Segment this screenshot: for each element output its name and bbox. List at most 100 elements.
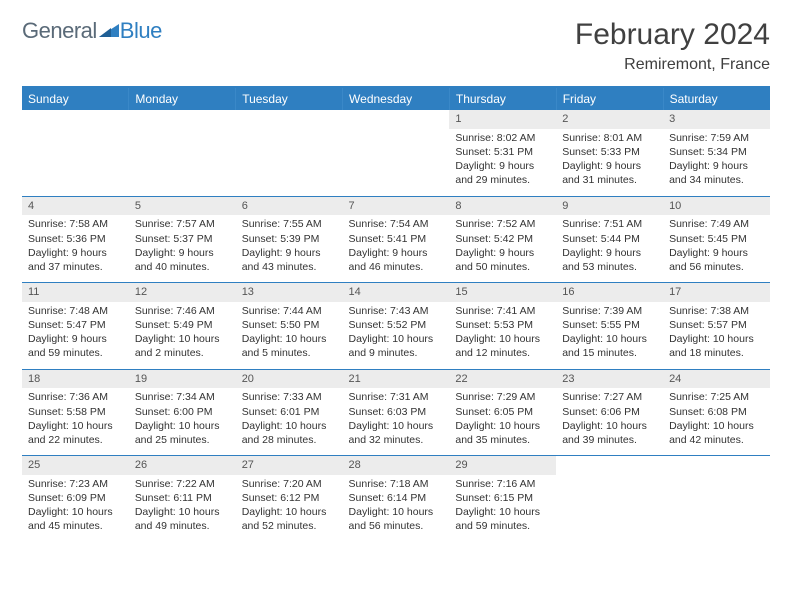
sunset-text: Sunset: 6:05 PM [455, 405, 550, 419]
day-number: 29 [449, 456, 556, 475]
page-subtitle: Remiremont, France [575, 56, 770, 74]
daylight-text: Daylight: 10 hours and 28 minutes. [242, 419, 337, 447]
day-number: 6 [236, 197, 343, 216]
day-details: Sunrise: 7:31 AMSunset: 6:03 PMDaylight:… [343, 390, 450, 447]
day-number: 23 [556, 370, 663, 389]
sunrise-text: Sunrise: 7:57 AM [135, 217, 230, 231]
sunset-text: Sunset: 6:11 PM [135, 491, 230, 505]
calendar-day-cell: 11 Sunrise: 7:48 AMSunset: 5:47 PMDayligh… [22, 283, 129, 370]
logo-text-general: General [22, 18, 97, 44]
daylight-text: Daylight: 10 hours and 52 minutes. [242, 505, 337, 533]
day-header: Monday [129, 87, 236, 110]
sunrise-text: Sunrise: 7:36 AM [28, 390, 123, 404]
day-details: Sunrise: 7:38 AMSunset: 5:57 PMDaylight:… [663, 304, 770, 361]
logo-mark-icon [99, 18, 119, 44]
day-number: 2 [556, 110, 663, 129]
calendar-day-cell: 20Sunrise: 7:33 AMSunset: 6:01 PMDayligh… [236, 369, 343, 456]
daylight-text: Daylight: 10 hours and 49 minutes. [135, 505, 230, 533]
sunrise-text: Sunrise: 7:27 AM [562, 390, 657, 404]
daylight-text: Daylight: 9 hours and 37 minutes. [28, 246, 123, 274]
sunset-text: Sunset: 5:50 PM [242, 318, 337, 332]
sunrise-text: Sunrise: 7:38 AM [669, 304, 764, 318]
sunset-text: Sunset: 5:44 PM [562, 232, 657, 246]
sunrise-text: Sunrise: 7:43 AM [349, 304, 444, 318]
daylight-text: Daylight: 9 hours and 29 minutes. [455, 159, 550, 187]
daylight-text: Daylight: 9 hours and 46 minutes. [349, 246, 444, 274]
sunset-text: Sunset: 5:58 PM [28, 405, 123, 419]
day-number: 9 [556, 197, 663, 216]
daylight-text: Daylight: 10 hours and 59 minutes. [455, 505, 550, 533]
header: General Blue February 2024 Remiremont, F… [22, 18, 770, 74]
sunrise-text: Sunrise: 7:39 AM [562, 304, 657, 318]
day-details: Sunrise: 7:20 AMSunset: 6:12 PMDaylight:… [236, 477, 343, 534]
daylight-text: Daylight: 9 hours and 31 minutes. [562, 159, 657, 187]
day-details: Sunrise: 7:43 AMSunset: 5:52 PMDaylight:… [343, 304, 450, 361]
day-details: Sunrise: 7:33 AMSunset: 6:01 PMDaylight:… [236, 390, 343, 447]
calendar-day-cell: 12Sunrise: 7:46 AMSunset: 5:49 PMDayligh… [129, 283, 236, 370]
sunrise-text: Sunrise: 7:46 AM [135, 304, 230, 318]
day-number: 25 [22, 456, 129, 475]
day-details: Sunrise: 7:22 AMSunset: 6:11 PMDaylight:… [129, 477, 236, 534]
daylight-text: Daylight: 10 hours and 18 minutes. [669, 332, 764, 360]
sunset-text: Sunset: 5:33 PM [562, 145, 657, 159]
day-header: Wednesday [343, 87, 450, 110]
daylight-text: Daylight: 9 hours and 50 minutes. [455, 246, 550, 274]
sunset-text: Sunset: 6:01 PM [242, 405, 337, 419]
calendar-day-cell: 4Sunrise: 7:58 AMSunset: 5:36 PMDaylight… [22, 196, 129, 283]
day-number: 21 [343, 370, 450, 389]
day-number: 14 [343, 283, 450, 302]
daylight-text: Daylight: 9 hours and 40 minutes. [135, 246, 230, 274]
calendar-day-cell: 29Sunrise: 7:16 AMSunset: 6:15 PMDayligh… [449, 456, 556, 542]
calendar-week: 18Sunrise: 7:36 AMSunset: 5:58 PMDayligh… [22, 369, 770, 456]
daylight-text: Daylight: 9 hours and 59 minutes. [28, 332, 123, 360]
sunrise-text: Sunrise: 7:18 AM [349, 477, 444, 491]
calendar-day-cell: 22Sunrise: 7:29 AMSunset: 6:05 PMDayligh… [449, 369, 556, 456]
day-details: Sunrise: 7:57 AMSunset: 5:37 PMDaylight:… [129, 217, 236, 274]
day-details: Sunrise: 7:59 AMSunset: 5:34 PMDaylight:… [663, 131, 770, 188]
calendar-day-cell: 3 Sunrise: 7:59 AMSunset: 5:34 PMDaylight… [663, 110, 770, 196]
sunset-text: Sunset: 5:49 PM [135, 318, 230, 332]
day-details: Sunrise: 7:46 AMSunset: 5:49 PMDaylight:… [129, 304, 236, 361]
day-details: Sunrise: 7:58 AMSunset: 5:36 PMDaylight:… [22, 217, 129, 274]
day-number: 26 [129, 456, 236, 475]
calendar-day-cell: 23Sunrise: 7:27 AMSunset: 6:06 PMDayligh… [556, 369, 663, 456]
day-details: Sunrise: 7:41 AMSunset: 5:53 PMDaylight:… [449, 304, 556, 361]
daylight-text: Daylight: 9 hours and 43 minutes. [242, 246, 337, 274]
day-details: Sunrise: 7:48 AMSunset: 5:47 PMDaylight:… [22, 304, 129, 361]
sunset-text: Sunset: 5:53 PM [455, 318, 550, 332]
calendar-day-cell: 21Sunrise: 7:31 AMSunset: 6:03 PMDayligh… [343, 369, 450, 456]
calendar-day-cell: 16Sunrise: 7:39 AMSunset: 5:55 PMDayligh… [556, 283, 663, 370]
day-number: 11 [22, 283, 129, 302]
calendar-day-cell: 10Sunrise: 7:49 AMSunset: 5:45 PMDayligh… [663, 196, 770, 283]
sunset-text: Sunset: 5:45 PM [669, 232, 764, 246]
sunrise-text: Sunrise: 7:20 AM [242, 477, 337, 491]
logo-text-blue: Blue [120, 18, 162, 44]
sunset-text: Sunset: 5:47 PM [28, 318, 123, 332]
daylight-text: Daylight: 10 hours and 32 minutes. [349, 419, 444, 447]
sunrise-text: Sunrise: 7:22 AM [135, 477, 230, 491]
day-number: 16 [556, 283, 663, 302]
sunset-text: Sunset: 5:31 PM [455, 145, 550, 159]
day-number: 22 [449, 370, 556, 389]
sunset-text: Sunset: 5:42 PM [455, 232, 550, 246]
calendar-day-cell: 9Sunrise: 7:51 AMSunset: 5:44 PMDaylight… [556, 196, 663, 283]
calendar-day-cell: 28Sunrise: 7:18 AMSunset: 6:14 PMDayligh… [343, 456, 450, 542]
day-number: 15 [449, 283, 556, 302]
title-block: February 2024 Remiremont, France [575, 18, 770, 74]
sunset-text: Sunset: 6:00 PM [135, 405, 230, 419]
day-details: Sunrise: 7:51 AMSunset: 5:44 PMDaylight:… [556, 217, 663, 274]
sunset-text: Sunset: 5:41 PM [349, 232, 444, 246]
daylight-text: Daylight: 9 hours and 34 minutes. [669, 159, 764, 187]
daylight-text: Daylight: 10 hours and 15 minutes. [562, 332, 657, 360]
calendar-day-cell: 24Sunrise: 7:25 AMSunset: 6:08 PMDayligh… [663, 369, 770, 456]
calendar-day-cell: 5Sunrise: 7:57 AMSunset: 5:37 PMDaylight… [129, 196, 236, 283]
calendar-week: 11 Sunrise: 7:48 AMSunset: 5:47 PMDayligh… [22, 283, 770, 370]
day-number: 19 [129, 370, 236, 389]
daylight-text: Daylight: 10 hours and 35 minutes. [455, 419, 550, 447]
calendar-day-cell: 15 Sunrise: 7:41 AMSunset: 5:53 PMDayligh… [449, 283, 556, 370]
sunrise-text: Sunrise: 7:41 AM [455, 304, 550, 318]
calendar-day-cell: 17Sunrise: 7:38 AMSunset: 5:57 PMDayligh… [663, 283, 770, 370]
calendar-day-cell [22, 110, 129, 196]
day-number: 3 [663, 110, 770, 129]
day-details: Sunrise: 7:25 AMSunset: 6:08 PMDaylight:… [663, 390, 770, 447]
